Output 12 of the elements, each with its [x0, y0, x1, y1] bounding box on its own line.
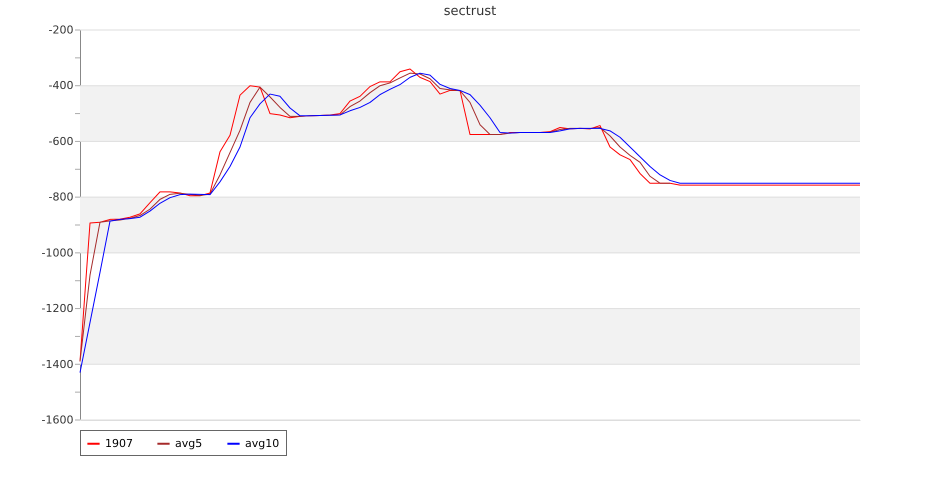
legend-label: avg10 — [245, 436, 280, 450]
y-tick-label: -400 — [48, 79, 74, 92]
y-tick-label: -600 — [48, 134, 74, 148]
y-tick-label: -200 — [48, 24, 74, 36]
y-tick-label: -1200 — [42, 302, 74, 316]
y-tick-label: -1000 — [42, 246, 74, 260]
chart-title: sectrust — [444, 4, 496, 19]
legend-label: 1907 — [105, 436, 133, 450]
legend-label: avg5 — [175, 436, 202, 450]
y-tick-label: -800 — [48, 190, 74, 204]
y-tick-label: -1400 — [42, 358, 74, 371]
y-tick-label: -1600 — [42, 414, 74, 426]
